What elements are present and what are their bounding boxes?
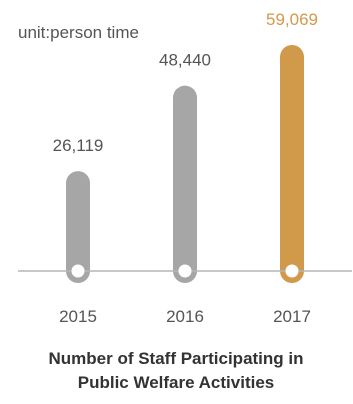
x-tick-2016: 2016	[166, 307, 204, 326]
bar-cap-2017	[285, 264, 299, 278]
value-label-2015: 26,119	[53, 136, 104, 155]
chart-marks: 26,119 48,440 59,069	[53, 10, 318, 283]
x-tick-2017: 2017	[273, 307, 311, 326]
chart-title-line-1: Number of Staff Participating in	[48, 349, 303, 368]
chart-title-line-2: Public Welfare Activities	[78, 373, 275, 392]
bar-2015	[66, 171, 90, 283]
bar-cap-2015	[71, 264, 85, 278]
unit-label: unit:person time	[18, 23, 139, 42]
value-label-2017: 59,069	[266, 10, 318, 29]
bar-2017	[280, 45, 304, 283]
value-label-2016: 48,440	[159, 51, 211, 70]
bar-cap-marks	[71, 264, 299, 278]
x-tick-2015: 2015	[59, 307, 97, 326]
x-tick-labels: 2015 2016 2017	[59, 307, 311, 326]
bar-2016	[173, 85, 197, 283]
bar-cap-2016	[178, 264, 192, 278]
